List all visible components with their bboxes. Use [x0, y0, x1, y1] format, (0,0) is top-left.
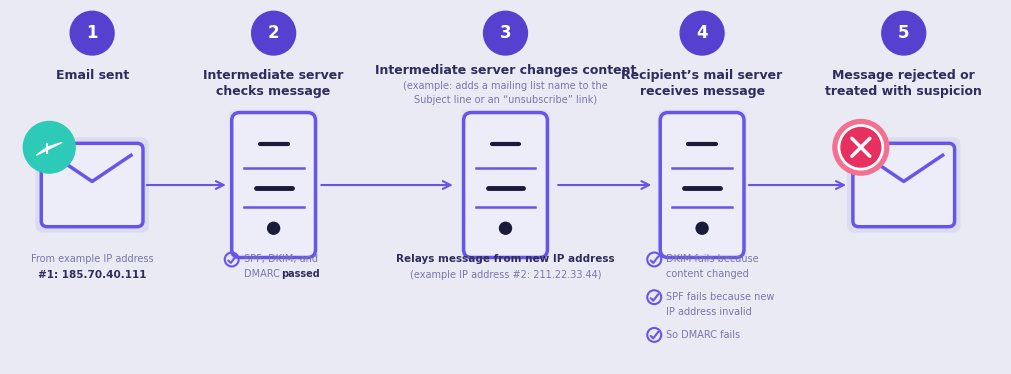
Text: content changed: content changed — [666, 269, 749, 279]
Circle shape — [839, 125, 883, 169]
Text: Recipient’s mail server: Recipient’s mail server — [622, 69, 783, 82]
Text: receives message: receives message — [640, 85, 764, 98]
Text: 1: 1 — [86, 24, 98, 42]
Text: From example IP address: From example IP address — [30, 254, 154, 264]
FancyBboxPatch shape — [660, 113, 744, 257]
FancyBboxPatch shape — [461, 110, 550, 260]
Text: #1: 185.70.40.111: #1: 185.70.40.111 — [37, 270, 147, 280]
Text: 4: 4 — [697, 24, 708, 42]
Circle shape — [499, 222, 512, 234]
Circle shape — [483, 11, 528, 55]
Circle shape — [70, 11, 114, 55]
Text: Intermediate server: Intermediate server — [203, 69, 344, 82]
FancyBboxPatch shape — [464, 113, 547, 257]
Text: Email sent: Email sent — [56, 69, 128, 82]
Text: Relays message from new IP address: Relays message from new IP address — [396, 254, 615, 264]
Text: treated with suspicion: treated with suspicion — [825, 85, 982, 98]
Text: checks message: checks message — [216, 85, 331, 98]
Circle shape — [23, 122, 75, 173]
Text: passed: passed — [282, 269, 320, 279]
Text: Subject line or an “unsubscribe” link): Subject line or an “unsubscribe” link) — [413, 95, 598, 105]
Text: 5: 5 — [898, 24, 910, 42]
FancyBboxPatch shape — [35, 137, 149, 233]
Text: 2: 2 — [268, 24, 279, 42]
Circle shape — [680, 11, 724, 55]
Text: DKIM fails because: DKIM fails because — [666, 254, 759, 264]
Text: (example IP address #2: 211.22.33.44): (example IP address #2: 211.22.33.44) — [409, 270, 602, 280]
Text: Message rejected or: Message rejected or — [832, 69, 976, 82]
FancyBboxPatch shape — [847, 137, 960, 233]
Circle shape — [697, 222, 708, 234]
Text: So DMARC fails: So DMARC fails — [666, 330, 740, 340]
Text: SPF, DKIM, and: SPF, DKIM, and — [244, 254, 317, 264]
FancyBboxPatch shape — [657, 110, 747, 260]
Circle shape — [882, 11, 926, 55]
FancyBboxPatch shape — [228, 110, 318, 260]
Polygon shape — [36, 142, 63, 155]
Text: DMARC: DMARC — [244, 269, 283, 279]
FancyBboxPatch shape — [853, 143, 954, 227]
FancyBboxPatch shape — [232, 113, 315, 257]
Text: Intermediate server changes content: Intermediate server changes content — [375, 64, 636, 77]
Text: (example: adds a mailing list name to the: (example: adds a mailing list name to th… — [403, 81, 608, 91]
FancyBboxPatch shape — [41, 143, 143, 227]
Text: SPF fails because new: SPF fails because new — [666, 292, 774, 302]
Circle shape — [268, 222, 280, 234]
Text: 3: 3 — [499, 24, 512, 42]
Text: IP address invalid: IP address invalid — [666, 307, 752, 317]
Circle shape — [252, 11, 295, 55]
Circle shape — [833, 120, 889, 175]
